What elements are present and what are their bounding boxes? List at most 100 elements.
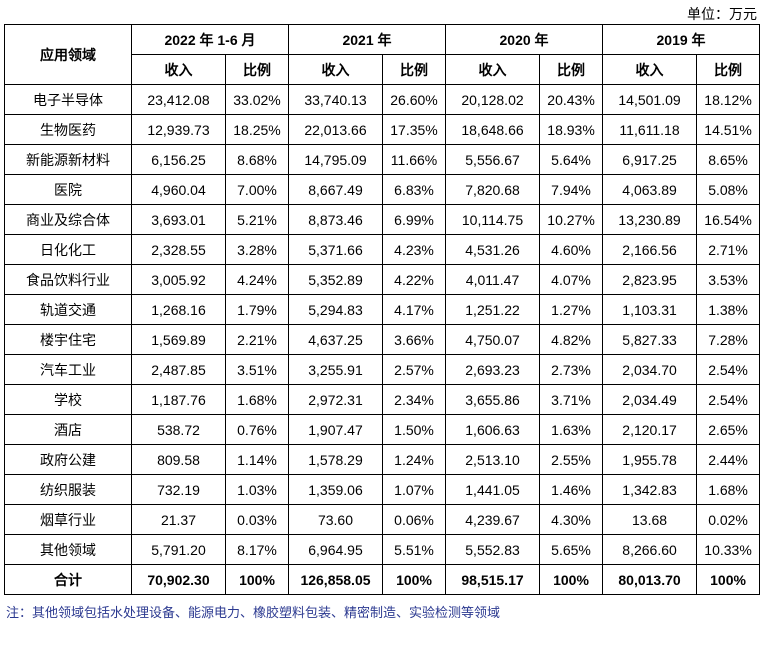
ratio-cell: 4.82% <box>539 324 604 355</box>
table-row: 轨道交通 1,268.16 1.79% 5,294.83 4.17% 1,251.22 1.… <box>4 294 761 325</box>
ratio-cell: 1.79% <box>225 294 289 325</box>
revenue-cell: 20,128.02 <box>445 84 541 115</box>
revenue-cell: 4,011.47 <box>445 264 541 295</box>
sub-header-2-revenue: 收入 <box>445 54 541 85</box>
ratio-cell: 7.94% <box>539 174 604 205</box>
ratio-cell: 2.54% <box>696 384 761 415</box>
ratio-cell: 1.03% <box>225 474 289 505</box>
table-row: 生物医药 12,939.73 18.25% 22,013.66 17.35% 18,648… <box>4 114 761 145</box>
table-row: 汽车工业 2,487.85 3.51% 3,255.91 2.57% 2,693.23 2.… <box>4 354 761 385</box>
ratio-cell: 1.68% <box>225 384 289 415</box>
revenue-cell: 14,795.09 <box>288 144 383 175</box>
ratio-cell: 4.30% <box>539 504 604 535</box>
revenue-cell: 732.19 <box>131 474 226 505</box>
year-header-0: 2022 年 1-6 月 <box>131 24 289 55</box>
ratio-cell: 11.66% <box>381 144 447 175</box>
revenue-cell: 3,693.01 <box>131 204 226 235</box>
ratio-cell: 5.08% <box>696 174 761 205</box>
ratio-cell: 6.83% <box>381 174 447 205</box>
ratio-cell: 3.51% <box>225 354 289 385</box>
table-body: 电子半导体 23,412.08 33.02% 33,740.13 26.60% 20,12… <box>4 84 761 595</box>
year-header-2: 2020 年 <box>445 24 604 55</box>
ratio-cell: 10.27% <box>539 204 604 235</box>
revenue-cell: 4,063.89 <box>602 174 698 205</box>
ratio-cell: 8.17% <box>225 534 289 565</box>
revenue-cell: 10,114.75 <box>445 204 541 235</box>
table-row: 其他领域 5,791.20 8.17% 6,964.95 5.51% 5,552.83 5.… <box>4 534 761 565</box>
ratio-cell: 100% <box>539 564 604 595</box>
sub-header-0-ratio: 比例 <box>225 54 289 85</box>
ratio-cell: 2.34% <box>381 384 447 415</box>
revenue-cell: 2,823.95 <box>602 264 698 295</box>
revenue-cell: 4,750.07 <box>445 324 541 355</box>
revenue-cell: 2,693.23 <box>445 354 541 385</box>
field-cell: 轨道交通 <box>4 294 132 325</box>
revenue-cell: 4,531.26 <box>445 234 541 265</box>
year-header-1: 2021 年 <box>287 24 447 55</box>
ratio-cell: 17.35% <box>381 114 447 145</box>
revenue-cell: 80,013.70 <box>602 564 698 595</box>
year-header-3: 2019 年 <box>602 24 761 55</box>
table-head: 应用领域 2022 年 1-6 月 2021 年 2020 年 2019 年收入 比例 收入… <box>4 24 761 85</box>
field-cell: 新能源新材料 <box>4 144 132 175</box>
corner-header-cell: 应用领域 <box>4 24 132 85</box>
ratio-cell: 0.76% <box>225 414 289 445</box>
revenue-cell: 14,501.09 <box>602 84 698 115</box>
revenue-cell: 70,902.30 <box>131 564 226 595</box>
revenue-cell: 8,873.46 <box>288 204 383 235</box>
revenue-cell: 4,239.67 <box>445 504 541 535</box>
table-row: 纺织服装 732.19 1.03% 1,359.06 1.07% 1,441.05 1.46… <box>4 474 761 505</box>
revenue-cell: 2,972.31 <box>288 384 383 415</box>
field-cell: 楼宇住宅 <box>4 324 132 355</box>
field-cell: 医院 <box>4 174 132 205</box>
ratio-cell: 2.71% <box>696 234 761 265</box>
ratio-cell: 7.28% <box>696 324 761 355</box>
ratio-cell: 2.73% <box>539 354 604 385</box>
field-cell: 学校 <box>4 384 132 415</box>
ratio-cell: 2.65% <box>696 414 761 445</box>
ratio-cell: 18.12% <box>696 84 761 115</box>
footnote: 注：其他领域包括水处理设备、能源电力、橡胶塑料包装、精密制造、实验检测等领域 <box>6 605 501 620</box>
ratio-cell: 0.03% <box>225 504 289 535</box>
revenue-cell: 5,294.83 <box>288 294 383 325</box>
revenue-by-application-table: 应用领域 2022 年 1-6 月 2021 年 2020 年 2019 年收入 比例 收入… <box>4 24 761 595</box>
revenue-cell: 11,611.18 <box>602 114 698 145</box>
revenue-cell: 538.72 <box>131 414 226 445</box>
ratio-cell: 10.33% <box>696 534 761 565</box>
field-cell: 纺织服装 <box>4 474 132 505</box>
revenue-cell: 5,552.83 <box>445 534 541 565</box>
table-row: 食品饮料行业 3,005.92 4.24% 5,352.89 4.22% 4,011.47… <box>4 264 761 295</box>
revenue-cell: 1,441.05 <box>445 474 541 505</box>
financial-table-page: 单位：万元 应用领域 2022 年 1-6 月 2021 年 2020 年 2019 年… <box>4 6 761 620</box>
revenue-cell: 5,791.20 <box>131 534 226 565</box>
ratio-cell: 1.14% <box>225 444 289 475</box>
table-row: 新能源新材料 6,156.25 8.68% 14,795.09 11.66% 5,556.… <box>4 144 761 175</box>
revenue-cell: 13.68 <box>602 504 698 535</box>
ratio-cell: 1.07% <box>381 474 447 505</box>
ratio-cell: 1.38% <box>696 294 761 325</box>
ratio-cell: 3.71% <box>539 384 604 415</box>
table-row: 烟草行业 21.37 0.03% 73.60 0.06% 4,239.67 4.30% 13.… <box>4 504 761 535</box>
revenue-cell: 3,655.86 <box>445 384 541 415</box>
field-cell: 日化化工 <box>4 234 132 265</box>
revenue-cell: 5,827.33 <box>602 324 698 355</box>
sub-header-1-revenue: 收入 <box>288 54 383 85</box>
ratio-cell: 3.53% <box>696 264 761 295</box>
revenue-cell: 6,156.25 <box>131 144 226 175</box>
revenue-cell: 1,578.29 <box>288 444 383 475</box>
ratio-cell: 0.06% <box>381 504 447 535</box>
ratio-cell: 1.63% <box>539 414 604 445</box>
ratio-cell: 1.24% <box>381 444 447 475</box>
table-row: 电子半导体 23,412.08 33.02% 33,740.13 26.60% 20,12… <box>4 84 761 115</box>
revenue-cell: 1,955.78 <box>602 444 698 475</box>
sub-header-1-ratio: 比例 <box>381 54 447 85</box>
ratio-cell: 8.65% <box>696 144 761 175</box>
ratio-cell: 6.99% <box>381 204 447 235</box>
ratio-cell: 33.02% <box>225 84 289 115</box>
ratio-cell: 5.64% <box>539 144 604 175</box>
ratio-cell: 4.22% <box>381 264 447 295</box>
revenue-cell: 5,352.89 <box>288 264 383 295</box>
revenue-cell: 7,820.68 <box>445 174 541 205</box>
total-row: 合计 70,902.30 100% 126,858.05 100% 98,515.17 10… <box>4 564 761 595</box>
ratio-cell: 18.25% <box>225 114 289 145</box>
